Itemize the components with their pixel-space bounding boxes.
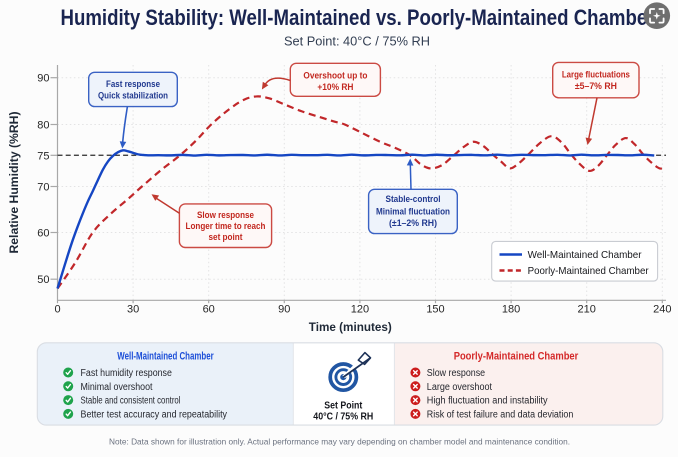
svg-text:Longer time to reach: Longer time to reach (186, 221, 266, 231)
svg-text:150: 150 (426, 304, 444, 316)
svg-text:80: 80 (37, 120, 49, 132)
svg-text:Note: Data shown for illustrat: Note: Data shown for illustration only. … (109, 436, 570, 446)
svg-text:Large fluctuations: Large fluctuations (562, 70, 630, 80)
svg-text:Well-Maintained Chamber: Well-Maintained Chamber (117, 350, 214, 362)
svg-text:0: 0 (54, 304, 60, 316)
svg-text:Stable-control: Stable-control (386, 194, 441, 204)
svg-text:Set Point: 40°C / 75% RH: Set Point: 40°C / 75% RH (284, 34, 430, 49)
svg-text:Set Point: Set Point (324, 401, 363, 412)
svg-text:+10% RH: +10% RH (317, 82, 353, 92)
svg-text:60: 60 (203, 304, 215, 316)
svg-text:Time (minutes): Time (minutes) (309, 322, 392, 334)
svg-text:Well-Maintained Chamber: Well-Maintained Chamber (528, 249, 642, 261)
svg-text:Minimal overshoot: Minimal overshoot (81, 382, 153, 393)
svg-text:Risk of test failure and data: Risk of test failure and data deviation (427, 410, 574, 421)
svg-text:(±1–2% RH): (±1–2% RH) (389, 218, 437, 228)
svg-text:75: 75 (37, 150, 49, 162)
svg-text:50: 50 (37, 274, 49, 286)
svg-text:70: 70 (37, 182, 49, 194)
svg-text:Humidity Stability: Well-Maint: Humidity Stability: Well-Maintained vs. … (61, 5, 655, 30)
svg-text:210: 210 (578, 304, 596, 316)
svg-text:60: 60 (37, 228, 49, 240)
svg-text:90: 90 (278, 304, 290, 316)
svg-text:90: 90 (37, 73, 49, 85)
svg-text:240: 240 (653, 304, 671, 316)
svg-text:Better test accuracy and repea: Better test accuracy and repeatability (81, 410, 228, 421)
svg-text:Quick stabilization: Quick stabilization (98, 90, 168, 100)
svg-text:180: 180 (502, 304, 520, 316)
svg-text:120: 120 (351, 304, 369, 316)
svg-text:Poorly-Maintained Chamber: Poorly-Maintained Chamber (454, 350, 579, 362)
svg-text:Overshoot up to: Overshoot up to (303, 71, 367, 81)
svg-text:High fluctuation and instabili: High fluctuation and instability (427, 396, 548, 407)
svg-text:Stable and consistent control: Stable and consistent control (81, 396, 181, 407)
svg-text:Large overshoot: Large overshoot (427, 382, 492, 393)
svg-text:Slow response: Slow response (427, 368, 486, 379)
svg-text:40°C / 75% RH: 40°C / 75% RH (313, 412, 373, 423)
svg-text:±5–7% RH: ±5–7% RH (575, 81, 617, 91)
svg-text:30: 30 (127, 304, 139, 316)
svg-text:set point: set point (209, 232, 243, 242)
svg-text:Fast humidity response: Fast humidity response (81, 368, 173, 379)
svg-text:Slow response: Slow response (197, 210, 254, 220)
svg-text:Minimal fluctuation: Minimal fluctuation (376, 206, 450, 216)
svg-text:Relative Humidity (%RH): Relative Humidity (%RH) (9, 111, 21, 253)
svg-text:Poorly-Maintained Chamber: Poorly-Maintained Chamber (528, 265, 649, 277)
svg-text:Fast response: Fast response (106, 79, 160, 89)
